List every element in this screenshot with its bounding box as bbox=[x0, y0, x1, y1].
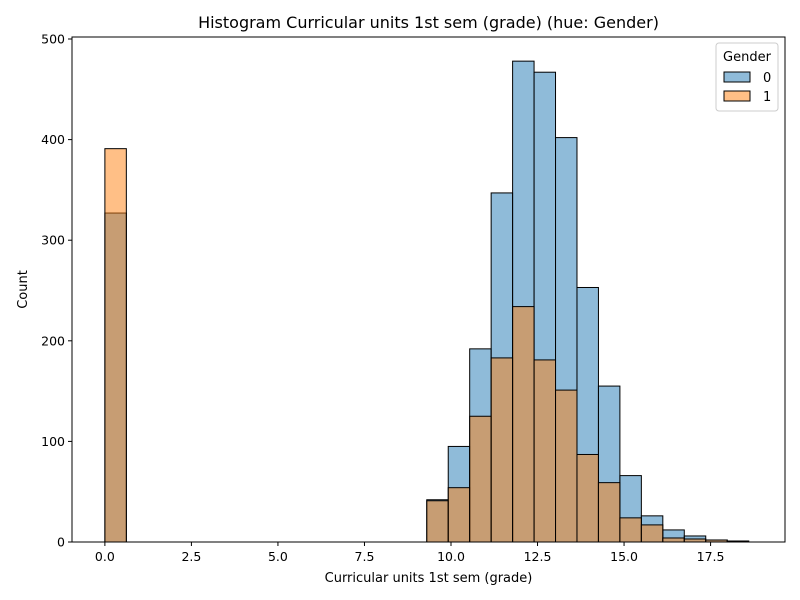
bars-layer bbox=[104, 60, 750, 543]
legend: Gender 0 1 bbox=[715, 42, 779, 112]
bar-series-1-bin-7 bbox=[555, 389, 578, 543]
x-tick-label: 12.5 bbox=[524, 549, 552, 564]
x-tick-label: 0.0 bbox=[95, 549, 115, 564]
y-tick-label: 100 bbox=[41, 434, 65, 449]
y-tick-label: 300 bbox=[41, 233, 65, 248]
y-tick-label: 400 bbox=[41, 132, 65, 147]
y-tick-label: 0 bbox=[57, 535, 65, 550]
bar-series-1-bin-10 bbox=[619, 517, 642, 543]
x-tick-label: 2.5 bbox=[181, 549, 201, 564]
bar-series-1-bin-3 bbox=[469, 415, 492, 543]
legend-label-0: 0 bbox=[763, 71, 771, 86]
bar-series-1-bin-8 bbox=[576, 453, 599, 543]
bar-series-1-bin-9 bbox=[597, 482, 621, 543]
bar-series-1-bin-2 bbox=[447, 487, 471, 543]
bar-series-1-bin-6 bbox=[533, 359, 557, 543]
chart-title: Histogram Curricular units 1st sem (grad… bbox=[198, 13, 659, 32]
x-tick-label: 15.0 bbox=[610, 549, 638, 564]
legend-swatch-0 bbox=[723, 71, 751, 83]
bar-series-1-bin-4 bbox=[490, 357, 514, 543]
bar-series-1-bin-0 bbox=[104, 148, 127, 543]
bar-series-1-bin-1 bbox=[426, 500, 449, 543]
plot-frame bbox=[71, 36, 786, 543]
x-tick-label: 5.0 bbox=[268, 549, 288, 564]
bar-series-1-bin-5 bbox=[512, 306, 535, 543]
axes-layer: 0.0 2.5 5.0 7.5 10.0 12.5 15.0 17.5 0 100 200 300 40… bbox=[41, 32, 786, 564]
x-tick-label: 7.5 bbox=[355, 549, 375, 564]
x-tick-label: 10.0 bbox=[437, 549, 465, 564]
x-tick-label: 17.5 bbox=[697, 549, 725, 564]
x-axis-label: Curricular units 1st sem (grade) bbox=[325, 571, 533, 586]
bar-series-1-bin-12 bbox=[662, 537, 685, 543]
legend-label-1: 1 bbox=[763, 90, 771, 105]
bar-series-1-bin-11 bbox=[640, 524, 664, 543]
legend-swatch-1 bbox=[723, 90, 751, 102]
y-tick-label: 200 bbox=[41, 333, 65, 348]
y-axis-label: Count bbox=[16, 270, 31, 309]
legend-title: Gender bbox=[723, 50, 772, 65]
y-tick-label: 500 bbox=[41, 32, 65, 47]
